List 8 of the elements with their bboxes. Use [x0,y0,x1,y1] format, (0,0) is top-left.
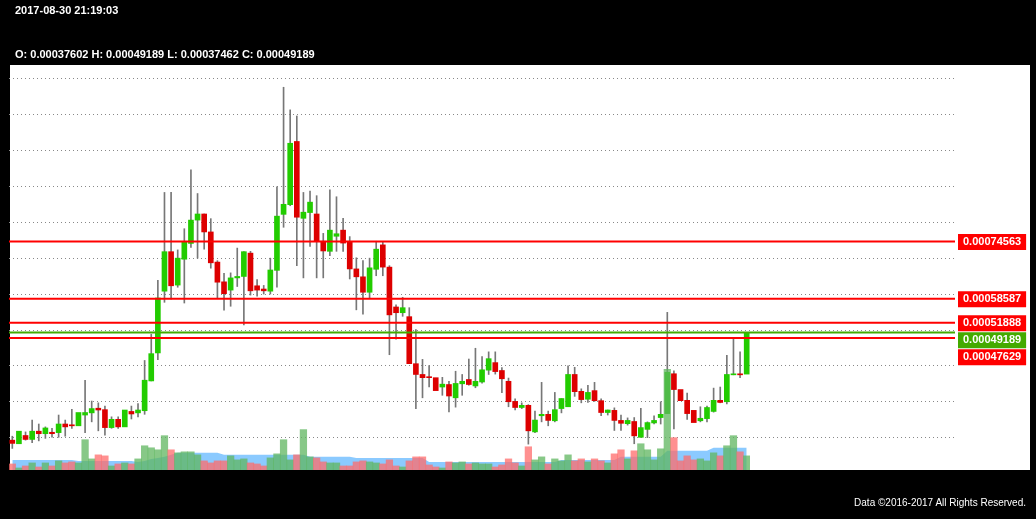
chart-subtitle: O: 0.00037602 H: 0.00049189 L: 0.00037462 C: 0.00049189 [15,48,315,60]
text: Data ©2016-2017 All Rights Reserved. [854,497,1026,508]
chart-title: 2017-08-30 21:19:03 [15,4,119,16]
ref-line-label: 0.00049189 [963,333,1022,346]
ref-line-label: 0.00051888 [963,316,1022,329]
ref-line-label: 0.00074563 [963,234,1022,247]
ref-line-label: 0.00058587 [963,292,1022,305]
ref-line-label: 0.00047629 [963,350,1022,363]
